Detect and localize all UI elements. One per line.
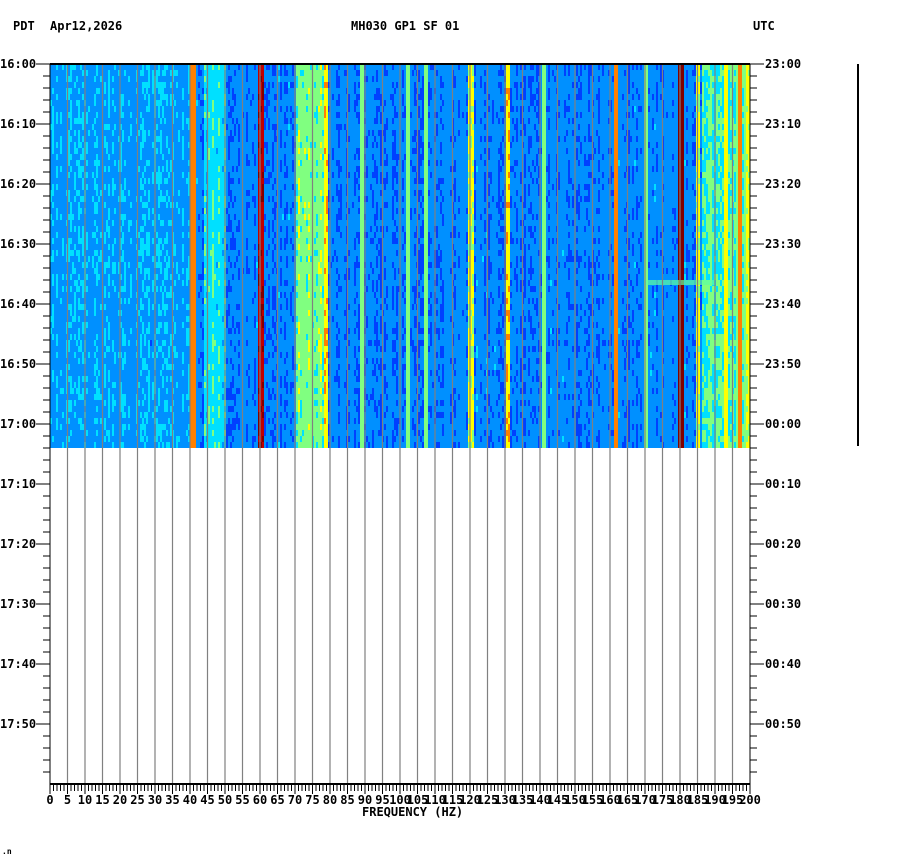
x-tick-label: 0 xyxy=(46,794,53,806)
x-tick-label: 155 xyxy=(582,794,604,806)
x-tick-label: 10 xyxy=(78,794,92,806)
x-tick-label: 75 xyxy=(305,794,319,806)
y-tick-label-left: 16:10 xyxy=(0,118,36,130)
x-tick-label: 105 xyxy=(407,794,429,806)
x-tick-label: 70 xyxy=(288,794,302,806)
y-tick-label-right: 00:50 xyxy=(765,718,801,730)
x-tick-label: 50 xyxy=(218,794,232,806)
x-tick-label: 45 xyxy=(200,794,214,806)
date-label: Apr12,2026 xyxy=(50,20,122,32)
x-tick-label: 175 xyxy=(652,794,674,806)
right-timezone-label: UTC xyxy=(753,20,775,32)
y-tick-label-right: 00:20 xyxy=(765,538,801,550)
y-tick-label-right: 00:00 xyxy=(765,418,801,430)
x-tick-label: 15 xyxy=(95,794,109,806)
x-tick-label: 30 xyxy=(148,794,162,806)
y-tick-label-left: 16:20 xyxy=(0,178,36,190)
y-tick-label-left: 17:20 xyxy=(0,538,36,550)
x-tick-label: 100 xyxy=(389,794,411,806)
x-tick-label: 135 xyxy=(512,794,534,806)
footer-mark: .n xyxy=(2,846,12,858)
y-tick-label-right: 23:10 xyxy=(765,118,801,130)
x-tick-label: 130 xyxy=(494,794,516,806)
y-tick-label-right: 23:40 xyxy=(765,298,801,310)
y-tick-label-left: 16:50 xyxy=(0,358,36,370)
y-tick-label-left: 17:00 xyxy=(0,418,36,430)
x-tick-label: 125 xyxy=(477,794,499,806)
y-tick-label-left: 17:40 xyxy=(0,658,36,670)
x-tick-label: 20 xyxy=(113,794,127,806)
x-tick-label: 200 xyxy=(739,794,761,806)
x-tick-label: 160 xyxy=(599,794,621,806)
x-tick-label: 145 xyxy=(547,794,569,806)
y-tick-label-left: 17:10 xyxy=(0,478,36,490)
x-tick-label: 80 xyxy=(323,794,337,806)
y-tick-label-left: 16:00 xyxy=(0,58,36,70)
y-tick-label-left: 16:40 xyxy=(0,298,36,310)
x-tick-label: 5 xyxy=(64,794,71,806)
y-tick-label-right: 00:40 xyxy=(765,658,801,670)
y-tick-label-left: 16:30 xyxy=(0,238,36,250)
y-tick-label-left: 17:50 xyxy=(0,718,36,730)
x-axis-title: FREQUENCY (HZ) xyxy=(362,806,463,818)
x-tick-label: 185 xyxy=(687,794,709,806)
y-tick-label-right: 23:00 xyxy=(765,58,801,70)
y-tick-label-left: 17:30 xyxy=(0,598,36,610)
x-tick-label: 60 xyxy=(253,794,267,806)
y-tick-label-right: 23:30 xyxy=(765,238,801,250)
x-tick-label: 195 xyxy=(722,794,744,806)
x-tick-label: 40 xyxy=(183,794,197,806)
y-tick-label-right: 23:20 xyxy=(765,178,801,190)
station-title: MH030 GP1 SF 01 xyxy=(351,20,459,32)
x-tick-label: 165 xyxy=(617,794,639,806)
x-tick-label: 170 xyxy=(634,794,656,806)
x-tick-label: 95 xyxy=(375,794,389,806)
x-tick-label: 85 xyxy=(340,794,354,806)
x-tick-label: 120 xyxy=(459,794,481,806)
x-tick-label: 190 xyxy=(704,794,726,806)
y-tick-label-right: 00:30 xyxy=(765,598,801,610)
x-tick-label: 25 xyxy=(130,794,144,806)
x-tick-label: 180 xyxy=(669,794,691,806)
x-tick-label: 65 xyxy=(270,794,284,806)
x-tick-label: 140 xyxy=(529,794,551,806)
x-tick-label: 150 xyxy=(564,794,586,806)
left-timezone-label: PDT xyxy=(13,20,35,32)
x-tick-label: 35 xyxy=(165,794,179,806)
y-tick-label-right: 00:10 xyxy=(765,478,801,490)
y-tick-label-right: 23:50 xyxy=(765,358,801,370)
x-tick-label: 55 xyxy=(235,794,249,806)
x-tick-label: 90 xyxy=(358,794,372,806)
x-tick-label: 115 xyxy=(442,794,464,806)
x-tick-label: 110 xyxy=(424,794,446,806)
